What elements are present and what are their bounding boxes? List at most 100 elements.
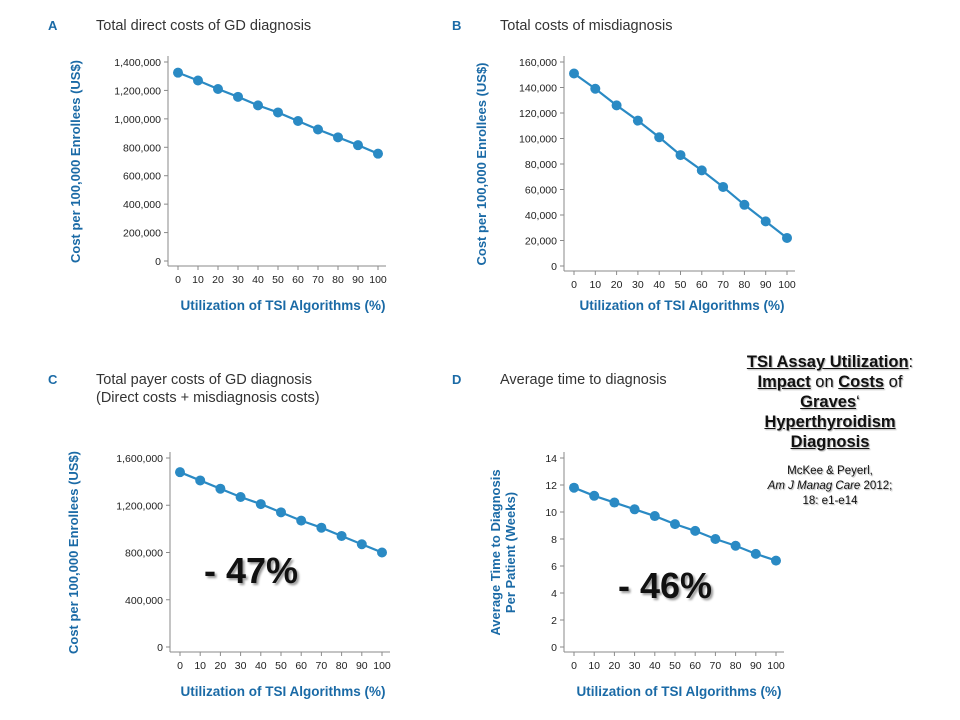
x-tick-label-a: 20 bbox=[212, 274, 224, 286]
data-point-c bbox=[175, 467, 185, 478]
x-tick-label-c: 30 bbox=[235, 660, 247, 672]
side-title-w4: Graves bbox=[800, 393, 857, 411]
side-title: TSI Assay Utilization: Impact on Costs o… bbox=[716, 352, 944, 452]
x-tick-label-d: 20 bbox=[609, 660, 621, 672]
y-tick-label-b: 120,000 bbox=[519, 108, 557, 120]
data-point-d bbox=[710, 534, 721, 544]
x-tick-label-c: 0 bbox=[177, 660, 183, 672]
x-tick-label-d: 50 bbox=[669, 660, 681, 672]
data-point-c bbox=[276, 507, 286, 518]
chart-title-d: Average time to diagnosis bbox=[500, 372, 667, 388]
y-tick-label-b: 40,000 bbox=[525, 210, 557, 222]
chart-title-b: Total costs of misdiagnosis bbox=[500, 18, 672, 34]
side-title-p3: of bbox=[884, 373, 903, 391]
data-point-b bbox=[782, 232, 792, 243]
y-axis-label-a: Cost per 100,000 Enrollees (US$) bbox=[68, 60, 83, 263]
data-point-b bbox=[632, 115, 643, 126]
data-point-c bbox=[215, 483, 226, 494]
panel-letter-a: A bbox=[48, 18, 58, 33]
y-tick-label-d: 8 bbox=[551, 534, 557, 546]
data-point-d bbox=[730, 540, 741, 551]
data-point-a bbox=[253, 100, 263, 111]
x-axis-label-a: Utilization of TSI Algorithms (%) bbox=[181, 298, 386, 313]
data-point-c bbox=[195, 475, 206, 486]
reference-year: 2012; bbox=[860, 480, 893, 492]
chart-title-a: Total direct costs of GD diagnosis bbox=[96, 18, 311, 34]
x-tick-label-a: 50 bbox=[272, 274, 284, 286]
y-tick-label-b: 20,000 bbox=[525, 236, 557, 248]
data-point-a bbox=[373, 148, 383, 159]
y-tick-label-d: 2 bbox=[551, 615, 557, 627]
x-tick-label-b: 10 bbox=[589, 279, 601, 291]
side-title-p4: ‘ bbox=[856, 393, 860, 411]
y-tick-label-a: 1,400,000 bbox=[114, 57, 161, 69]
y-tick-label-b: 140,000 bbox=[519, 83, 557, 95]
data-point-b bbox=[675, 150, 686, 161]
x-tick-label-a: 0 bbox=[175, 274, 181, 286]
y-tick-label-c: 400,000 bbox=[125, 595, 163, 607]
reference-authors: McKee & Peyerl, bbox=[787, 465, 873, 477]
annotation-c: - 47% bbox=[204, 550, 299, 591]
y-tick-label-d: 0 bbox=[551, 642, 557, 654]
data-point-d bbox=[609, 497, 620, 508]
data-point-d bbox=[771, 555, 781, 566]
y-tick-label-a: 800,000 bbox=[123, 142, 161, 154]
data-point-a bbox=[313, 124, 323, 135]
x-tick-label-d: 10 bbox=[588, 660, 600, 672]
x-tick-label-a: 70 bbox=[312, 274, 324, 286]
x-axis-label-d: Utilization of TSI Algorithms (%) bbox=[577, 684, 782, 699]
annotation-d: - 46% bbox=[618, 565, 713, 606]
data-point-d bbox=[569, 482, 579, 493]
data-point-d bbox=[589, 490, 600, 501]
data-point-b bbox=[569, 68, 579, 79]
data-point-a bbox=[353, 140, 363, 151]
y-tick-label-b: 60,000 bbox=[525, 185, 557, 197]
x-tick-label-d: 90 bbox=[750, 660, 762, 672]
y-axis-label-line-d: Average Time to Diagnosis bbox=[488, 469, 503, 635]
y-tick-label-c: 1,600,000 bbox=[116, 453, 163, 465]
x-axis-label-b: Utilization of TSI Algorithms (%) bbox=[580, 298, 785, 313]
data-point-c bbox=[255, 499, 266, 510]
x-tick-label-d: 0 bbox=[571, 660, 577, 672]
x-tick-label-d: 80 bbox=[730, 660, 742, 672]
y-tick-label-a: 1,200,000 bbox=[114, 85, 161, 97]
y-tick-label-c: 0 bbox=[157, 642, 163, 654]
data-point-b bbox=[654, 132, 665, 143]
y-axis-label-line-d: Per Patient (Weeks) bbox=[503, 492, 518, 613]
y-tick-label-d: 4 bbox=[551, 588, 557, 600]
y-tick-label-d: 10 bbox=[545, 507, 557, 519]
x-tick-label-c: 60 bbox=[295, 660, 307, 672]
data-point-d bbox=[750, 548, 761, 559]
data-point-c bbox=[377, 547, 387, 558]
data-point-c bbox=[296, 515, 307, 526]
y-tick-label-c: 800,000 bbox=[125, 548, 163, 560]
data-point-a bbox=[273, 107, 283, 118]
data-point-a bbox=[173, 67, 183, 78]
panel-letter-d: D bbox=[452, 372, 461, 387]
x-tick-label-b: 80 bbox=[739, 279, 751, 291]
data-point-a bbox=[293, 115, 303, 126]
x-tick-label-b: 50 bbox=[675, 279, 687, 291]
x-tick-label-b: 30 bbox=[632, 279, 644, 291]
x-tick-label-a: 10 bbox=[192, 274, 204, 286]
data-point-c bbox=[235, 491, 246, 502]
reference-pages: 18: e1-e14 bbox=[802, 495, 858, 507]
side-title-block: TSI Assay Utilization: Impact on Costs o… bbox=[716, 352, 944, 509]
y-tick-label-c: 1,200,000 bbox=[116, 500, 163, 512]
data-point-c bbox=[356, 539, 367, 550]
data-point-b bbox=[590, 83, 601, 94]
data-point-a bbox=[213, 84, 223, 95]
data-point-c bbox=[336, 530, 347, 541]
x-tick-label-a: 60 bbox=[292, 274, 304, 286]
y-tick-label-d: 6 bbox=[551, 561, 557, 573]
x-tick-label-b: 40 bbox=[653, 279, 665, 291]
data-point-d bbox=[649, 511, 660, 522]
data-point-b bbox=[718, 181, 729, 192]
side-title-w5: Hyperthyroidism bbox=[764, 413, 896, 431]
side-title-w3: Costs bbox=[838, 373, 885, 391]
reference-journal: Am J Manag Care bbox=[767, 480, 861, 492]
x-tick-label-b: 70 bbox=[717, 279, 729, 291]
x-tick-label-c: 90 bbox=[356, 660, 368, 672]
